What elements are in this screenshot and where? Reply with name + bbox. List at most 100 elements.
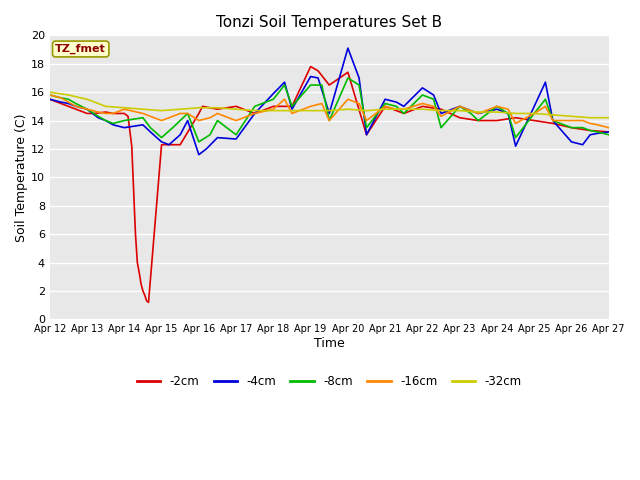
-32cm	[381, 106, 389, 112]
-16cm	[344, 96, 352, 102]
-8cm	[594, 129, 602, 135]
-2cm	[400, 110, 408, 116]
-16cm	[206, 115, 214, 120]
-32cm	[531, 110, 538, 116]
-16cm	[269, 106, 277, 112]
-8cm	[46, 92, 54, 98]
-16cm	[177, 110, 184, 116]
-32cm	[456, 108, 463, 113]
-4cm	[83, 106, 91, 112]
-4cm	[120, 125, 128, 131]
-8cm	[177, 118, 184, 123]
-8cm	[467, 110, 475, 116]
-16cm	[467, 108, 475, 113]
-16cm	[83, 106, 91, 112]
-16cm	[94, 109, 102, 115]
-16cm	[381, 104, 389, 109]
-16cm	[169, 113, 177, 119]
-2cm	[91, 110, 99, 116]
-32cm	[139, 106, 147, 112]
-8cm	[120, 118, 128, 123]
-32cm	[400, 106, 408, 112]
-16cm	[363, 118, 371, 123]
-32cm	[46, 89, 54, 95]
-8cm	[381, 101, 389, 107]
-16cm	[65, 99, 72, 105]
-16cm	[504, 106, 512, 112]
Line: -8cm: -8cm	[50, 78, 609, 142]
-8cm	[541, 96, 549, 102]
-4cm	[363, 132, 371, 138]
-8cm	[169, 125, 177, 131]
Y-axis label: Soil Temperature (C): Soil Temperature (C)	[15, 113, 28, 241]
-8cm	[83, 106, 91, 112]
-16cm	[605, 125, 612, 131]
-8cm	[512, 135, 520, 141]
-2cm	[157, 142, 165, 147]
X-axis label: Time: Time	[314, 337, 344, 350]
-8cm	[392, 104, 400, 109]
-4cm	[251, 110, 259, 116]
-16cm	[102, 110, 109, 116]
-16cm	[355, 101, 363, 107]
-32cm	[65, 92, 72, 98]
-8cm	[281, 82, 289, 88]
-16cm	[251, 110, 259, 116]
-8cm	[549, 118, 557, 123]
-16cm	[549, 118, 557, 123]
-4cm	[269, 91, 277, 96]
Line: -2cm: -2cm	[50, 67, 609, 302]
-8cm	[195, 139, 203, 145]
-4cm	[400, 104, 408, 109]
-4cm	[94, 115, 102, 120]
-4cm	[437, 110, 445, 116]
-4cm	[605, 129, 612, 135]
-4cm	[381, 96, 389, 102]
-8cm	[232, 132, 240, 138]
-8cm	[109, 120, 117, 126]
-8cm	[94, 113, 102, 119]
-2cm	[549, 120, 557, 126]
-32cm	[605, 115, 612, 120]
-16cm	[437, 113, 445, 119]
-4cm	[177, 132, 184, 138]
-4cm	[430, 92, 438, 98]
-16cm	[474, 110, 482, 116]
-2cm	[132, 231, 140, 237]
-4cm	[355, 75, 363, 81]
-16cm	[57, 95, 65, 101]
-4cm	[314, 75, 322, 81]
-2cm	[139, 288, 147, 294]
-4cm	[281, 79, 289, 85]
-16cm	[512, 120, 520, 126]
-2cm	[72, 106, 80, 112]
-8cm	[57, 95, 65, 101]
-32cm	[120, 105, 128, 111]
Legend: -2cm, -4cm, -8cm, -16cm, -32cm: -2cm, -4cm, -8cm, -16cm, -32cm	[132, 371, 527, 393]
-2cm	[456, 115, 463, 120]
-8cm	[605, 132, 612, 138]
-2cm	[136, 270, 143, 276]
-16cm	[568, 118, 575, 123]
-8cm	[139, 115, 147, 120]
-4cm	[157, 139, 165, 145]
-2cm	[198, 104, 206, 109]
-2cm	[65, 104, 72, 109]
-2cm	[605, 129, 612, 135]
-8cm	[419, 92, 426, 98]
-8cm	[363, 125, 371, 131]
-2cm	[83, 110, 91, 116]
-2cm	[586, 128, 594, 133]
-32cm	[363, 108, 371, 113]
-8cm	[437, 125, 445, 131]
-16cm	[46, 92, 54, 98]
-2cm	[381, 104, 389, 109]
-16cm	[579, 118, 586, 123]
-8cm	[344, 75, 352, 81]
-4cm	[139, 122, 147, 128]
-16cm	[318, 101, 326, 107]
-4cm	[549, 118, 557, 123]
-2cm	[314, 68, 322, 74]
-2cm	[46, 96, 54, 102]
-2cm	[195, 110, 203, 116]
